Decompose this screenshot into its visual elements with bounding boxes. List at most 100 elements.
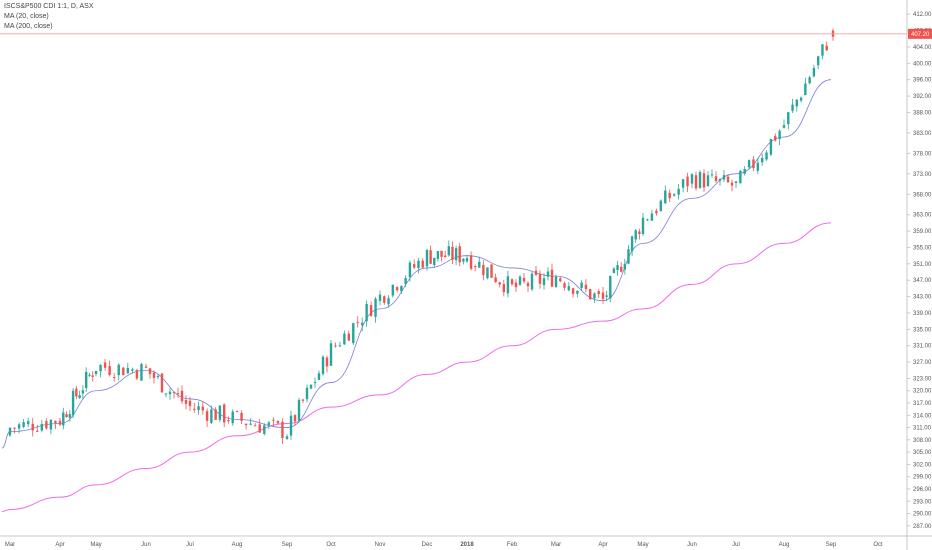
y-tick-label: 320.00: [913, 389, 932, 395]
candle-body: [791, 104, 794, 111]
x-tick-label: Nov: [375, 542, 386, 548]
candle-body: [782, 125, 786, 128]
candle-body: [641, 217, 645, 234]
ma20-line: [1, 79, 832, 449]
legend-symbol[interactable]: ISCS&P500 CDI 1:1, D, ASX: [4, 3, 94, 10]
candle-body: [289, 415, 293, 436]
x-tick-label: Apr: [598, 542, 607, 548]
y-tick-label: 404.00: [913, 45, 932, 51]
candle-body: [108, 366, 111, 375]
candle-body: [714, 176, 718, 182]
y-tick-label: 290.00: [913, 512, 932, 518]
candle-body: [778, 130, 781, 140]
candle-body: [795, 99, 799, 107]
candle-body: [65, 414, 68, 418]
candle-body: [88, 374, 91, 376]
candle-body: [655, 210, 658, 214]
candle-body: [634, 230, 637, 240]
candle-body: [542, 278, 546, 286]
candle-body: [593, 293, 596, 299]
candle-body: [26, 421, 30, 425]
ma200-layer: [1, 222, 832, 512]
candle-body: [391, 284, 395, 296]
candle-body: [412, 264, 416, 268]
candle-body: [490, 264, 493, 278]
candle-body: [8, 427, 12, 436]
y-tick-label: 287.00: [913, 524, 932, 530]
candle-body: [338, 345, 342, 347]
y-tick-label: 355.00: [913, 245, 932, 251]
candle-body: [522, 277, 526, 282]
candle-body: [808, 77, 811, 84]
candle-body: [227, 420, 230, 422]
candle-body: [156, 375, 160, 378]
candle-body: [706, 175, 710, 187]
candle-body: [514, 282, 518, 288]
candle-body: [297, 399, 301, 421]
candle-body: [329, 343, 333, 366]
candle-body: [494, 277, 497, 283]
x-tick-label: Sep: [282, 542, 293, 548]
candle-body: [249, 423, 252, 425]
x-tick-label: Mar: [551, 542, 561, 548]
candle-body: [387, 298, 390, 305]
candle-body: [690, 174, 694, 184]
candle-body: [352, 323, 355, 344]
candle-body: [13, 427, 16, 429]
candle-body: [681, 179, 685, 188]
candle-body: [584, 284, 588, 290]
candle-body: [68, 414, 72, 418]
legend-ma20[interactable]: MA (20, close): [4, 13, 49, 20]
y-tick-label: 388.00: [913, 110, 932, 116]
candle-body: [588, 289, 592, 300]
y-tick-label: 392.00: [913, 94, 932, 100]
candle-body: [31, 423, 34, 431]
candle-body: [235, 411, 239, 413]
candle-body: [601, 292, 605, 300]
candle-body: [743, 168, 746, 174]
candle-body: [91, 375, 94, 377]
candle-body: [722, 175, 726, 180]
candle-body: [383, 296, 386, 303]
candle-body: [825, 45, 828, 51]
y-tick-label: 317.00: [913, 401, 932, 407]
candle-body: [334, 345, 337, 347]
candle-body: [440, 250, 443, 257]
candle-body: [309, 384, 313, 389]
candle-body: [804, 83, 807, 96]
y-tick-label: 396.00: [913, 78, 932, 84]
candle-body: [347, 333, 351, 341]
candle-body: [374, 298, 377, 317]
candle-body: [285, 436, 289, 439]
y-tick-label: 327.00: [913, 360, 932, 366]
y-tick-label: 343.00: [913, 295, 932, 301]
candle-body: [482, 264, 485, 276]
candle-body: [425, 249, 429, 267]
candle-body: [650, 213, 654, 221]
candle-body: [530, 273, 534, 290]
candle-body: [305, 387, 309, 400]
ma200-line: [1, 222, 832, 512]
candle-body: [180, 390, 184, 402]
candle-body: [458, 246, 461, 263]
candle-body: [462, 258, 465, 262]
candle-body: [17, 424, 21, 429]
candle-body: [197, 406, 200, 411]
candle-body: [443, 255, 447, 258]
candle-body: [799, 97, 803, 101]
candle-body: [201, 406, 205, 411]
candle-body: [659, 200, 663, 211]
candle-body: [554, 276, 558, 287]
candle-body: [417, 260, 420, 268]
candle-body: [726, 176, 730, 183]
candle-body: [765, 152, 768, 160]
legend-ma200[interactable]: MA (200, close): [4, 23, 53, 30]
candle-body: [686, 176, 689, 187]
candle-body: [325, 357, 329, 367]
candle-body: [281, 421, 284, 439]
candle-body: [40, 424, 44, 431]
x-tick-label: Jun: [687, 542, 697, 548]
